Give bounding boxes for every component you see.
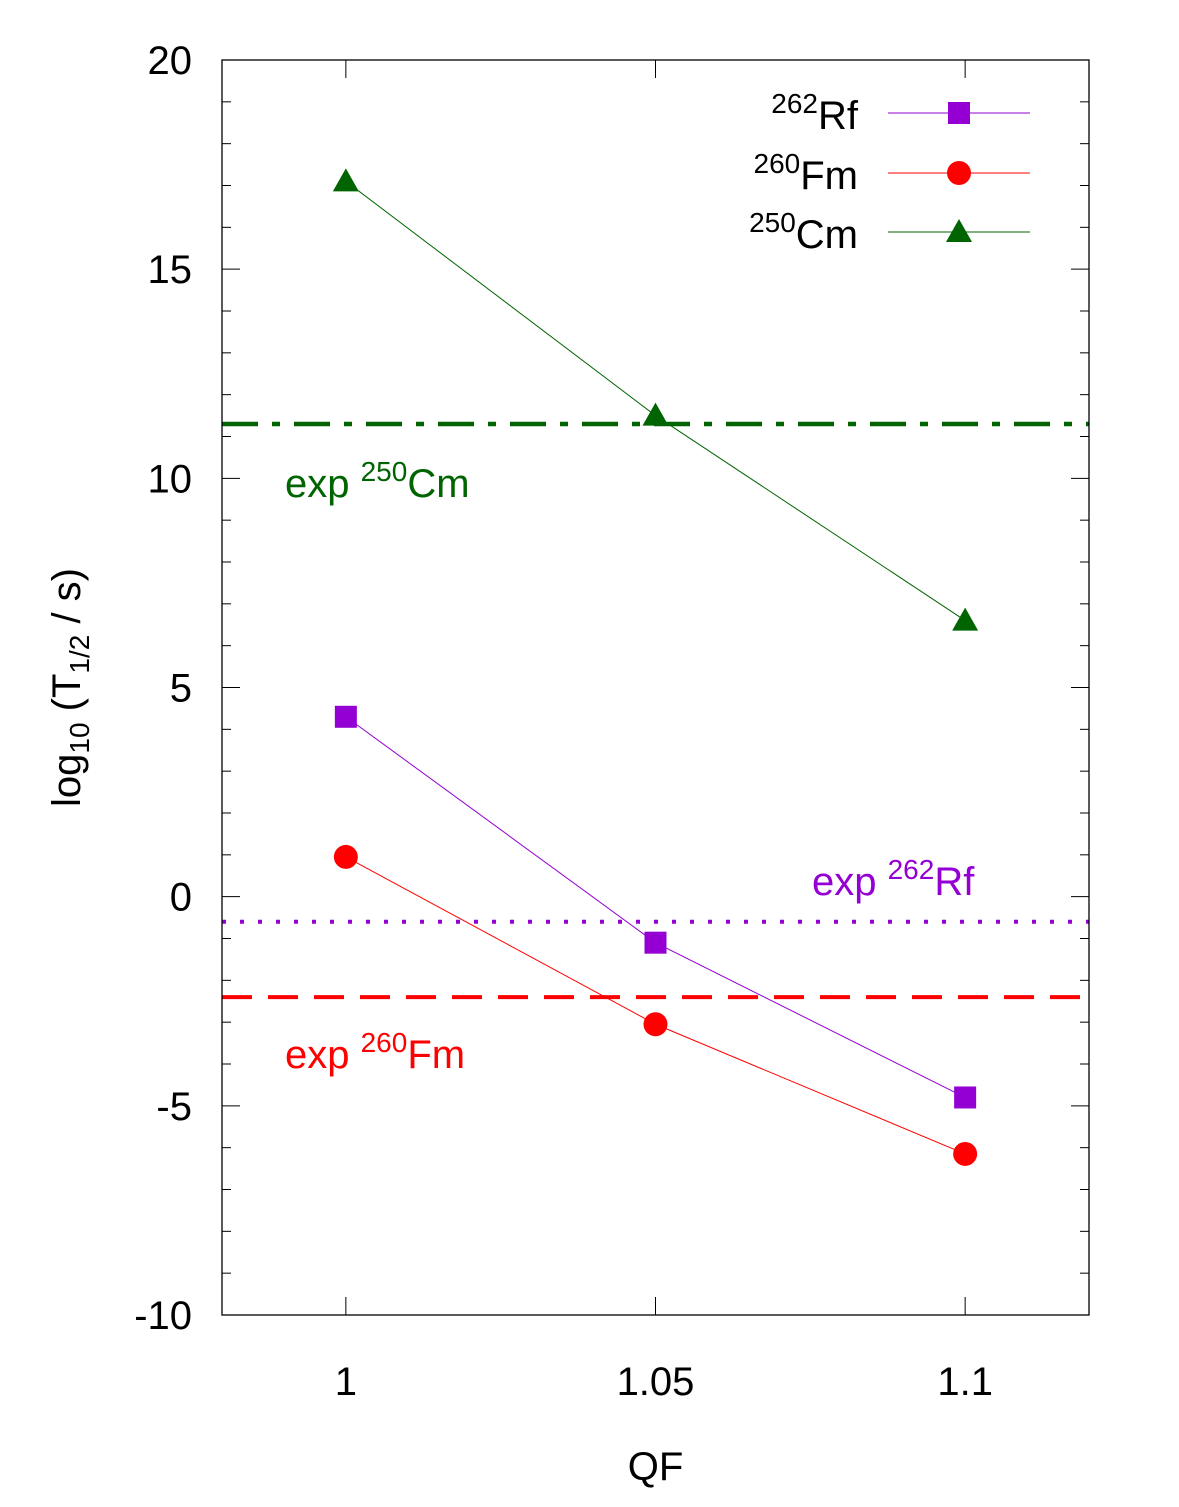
- data-point-rf: [954, 1086, 977, 1109]
- legend-marker-fm: [947, 161, 971, 185]
- x-axis-label: QF: [628, 1445, 684, 1489]
- y-tick-label: 0: [170, 876, 192, 920]
- data-point-fm: [953, 1141, 978, 1166]
- x-tick-label: 1.1: [937, 1360, 993, 1404]
- legend-label-cm: 250Cm: [749, 207, 858, 257]
- plot-frame: [221, 59, 1090, 1316]
- x-tick-label: 1.05: [617, 1360, 695, 1404]
- y-tick-label: -10: [134, 1294, 192, 1338]
- data-series: [332, 168, 979, 1166]
- legend-marker-rf: [948, 102, 970, 124]
- legend-marker-cm: [946, 219, 972, 242]
- y-tick-label: 5: [170, 667, 192, 711]
- y-tick-label: 20: [148, 39, 193, 83]
- data-point-rf: [644, 931, 667, 954]
- y-tick-label: 15: [148, 248, 193, 292]
- data-point-rf: [334, 705, 357, 728]
- annotation-exp-fm: exp 260Fm: [285, 1027, 465, 1077]
- data-point-fm: [643, 1012, 668, 1037]
- data-point-fm: [333, 844, 358, 869]
- data-point-cm: [952, 607, 979, 631]
- series-rf: [334, 705, 977, 1109]
- legend-label-rf: 262Rf: [771, 88, 859, 138]
- data-point-cm: [642, 402, 669, 426]
- y-tick-label: -5: [156, 1085, 192, 1129]
- legend-samples: [888, 102, 1030, 242]
- series-cm: [332, 168, 979, 631]
- data-point-cm: [332, 168, 359, 192]
- legend: 262Rf 260Fm 250Cm: [749, 88, 1030, 257]
- y-axis-label: log10 (T1/2 / s): [45, 568, 95, 807]
- annotation-exp-rf: exp 262Rf: [812, 854, 975, 904]
- reference-annotations: exp 250Cm exp 262Rf exp 260Fm: [285, 456, 975, 1077]
- tick-labels: -10 -5 0 5 10 15 20 1 1.05 1.1: [134, 39, 993, 1404]
- series-fm: [333, 844, 978, 1166]
- x-tick-label: 1: [335, 1360, 357, 1404]
- y-tick-label: 10: [148, 457, 193, 501]
- legend-label-fm: 260Fm: [754, 148, 858, 198]
- annotation-exp-cm: exp 250Cm: [285, 456, 470, 506]
